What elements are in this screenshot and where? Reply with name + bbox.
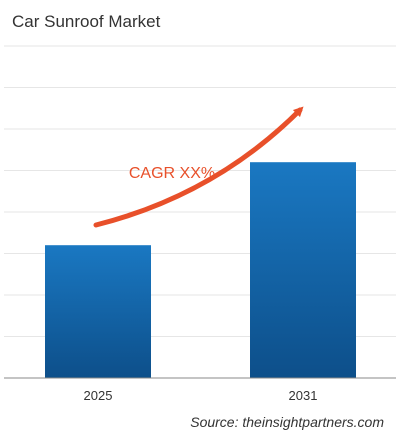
chart-title: Car Sunroof Market (12, 12, 161, 31)
bars (45, 162, 356, 378)
x-tick-label-2031: 2031 (289, 388, 318, 403)
bar-2031 (250, 162, 356, 378)
x-tick-label-2025: 2025 (84, 388, 113, 403)
cagr-arrow-icon (93, 106, 304, 228)
source-note: Source: theinsightpartners.com (190, 414, 384, 430)
bar-2025 (45, 245, 151, 378)
cagr-annotation: CAGR XX% (93, 106, 304, 228)
cagr-label: CAGR XX% (129, 165, 215, 182)
x-axis: 2025 2031 (4, 377, 396, 403)
